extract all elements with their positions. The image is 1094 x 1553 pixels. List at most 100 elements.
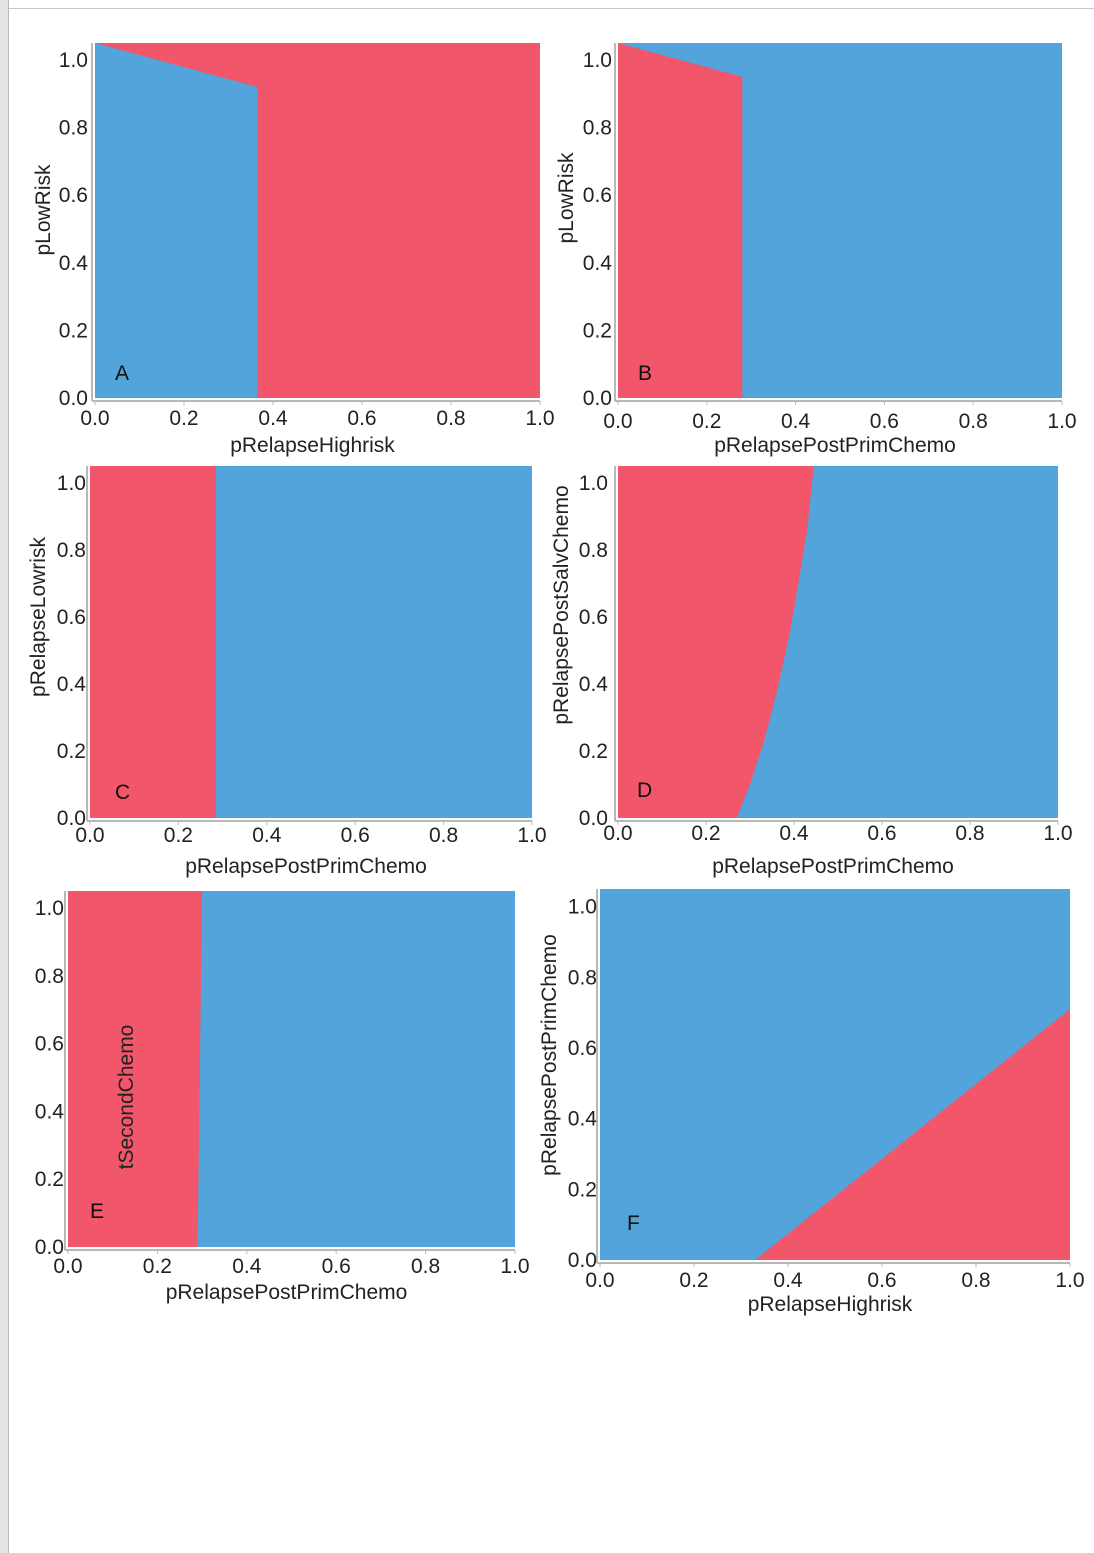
x-tick-label: 1.0 [1043, 822, 1072, 845]
y-tick-label: 0.6 [568, 1037, 597, 1060]
x-tick-label: 0.4 [779, 822, 809, 845]
y-axis-label: pLowRisk [555, 152, 578, 244]
y-tick-label: 0.4 [583, 252, 613, 275]
panel-letter: F [627, 1212, 640, 1235]
decision-region-red [618, 43, 743, 398]
y-tick-label: 1.0 [568, 896, 597, 919]
y-tick-label: 0.6 [57, 606, 86, 629]
window-left-border [0, 0, 9, 1553]
y-tick-label: 0.8 [35, 965, 64, 988]
y-tick-label: 0.0 [579, 807, 608, 830]
x-tick-label: 0.6 [322, 1255, 351, 1278]
x-tick-label: 0.4 [258, 407, 288, 430]
x-tick-label: 0.4 [232, 1255, 262, 1278]
x-tick-label: 0.0 [603, 822, 632, 845]
y-tick-label: 0.4 [35, 1100, 65, 1123]
y-tick-label: 1.0 [35, 897, 64, 920]
x-axis-label: pRelapsePostPrimChemo [185, 855, 427, 878]
x-tick-label: 0.2 [164, 824, 193, 847]
y-tick-label: 1.0 [57, 472, 86, 495]
y-tick-label: 1.0 [579, 472, 608, 495]
y-tick-label: 0.0 [583, 387, 612, 410]
x-tick-label: 0.2 [692, 410, 721, 433]
y-tick-label: 0.0 [568, 1249, 597, 1272]
y-axis-label: pRelapseLowrisk [27, 537, 50, 697]
decision-region-red [68, 891, 203, 1247]
x-tick-label: 0.0 [585, 1269, 614, 1292]
x-tick-label: 0.2 [691, 822, 720, 845]
x-axis-label: pRelapsePostPrimChemo [166, 1281, 408, 1304]
x-tick-label: 0.6 [341, 824, 370, 847]
panel-letter: E [90, 1200, 104, 1223]
y-axis-label: pLowRisk [32, 164, 55, 256]
x-tick-label: 1.0 [1047, 410, 1076, 433]
x-tick-label: 0.6 [870, 410, 899, 433]
x-tick-label: 0.4 [252, 824, 282, 847]
y-tick-label: 0.6 [579, 606, 608, 629]
y-tick-label: 0.6 [35, 1033, 64, 1056]
y-tick-label: 0.6 [583, 184, 612, 207]
x-axis-label: pRelapsePostPrimChemo [714, 434, 956, 457]
x-tick-label: 0.2 [679, 1269, 708, 1292]
x-tick-label: 0.0 [603, 410, 632, 433]
x-tick-label: 0.8 [959, 410, 988, 433]
x-tick-label: 1.0 [500, 1255, 529, 1278]
y-tick-label: 0.0 [35, 1236, 64, 1259]
x-tick-label: 0.4 [781, 410, 811, 433]
x-tick-label: 0.6 [347, 407, 376, 430]
panel-letter: B [638, 362, 652, 385]
y-tick-label: 1.0 [583, 49, 612, 72]
decision-region-red [755, 1009, 1070, 1260]
x-tick-label: 0.6 [867, 1269, 896, 1292]
panel-letter: D [637, 779, 652, 802]
y-tick-label: 0.8 [57, 539, 86, 562]
y-tick-label: 0.2 [59, 319, 88, 342]
decision-region-blue [95, 43, 258, 398]
x-tick-label: 0.6 [867, 822, 896, 845]
y-tick-label: 0.2 [579, 740, 608, 763]
y-axis-label: pRelapsePostSalvChemo [550, 485, 573, 724]
decision-region-red [618, 466, 814, 818]
y-tick-label: 0.2 [583, 319, 612, 342]
x-tick-label: 0.0 [75, 824, 104, 847]
y-tick-label: 0.2 [57, 740, 86, 763]
y-tick-label: 0.8 [568, 966, 597, 989]
panel-letter: C [115, 781, 130, 804]
y-tick-label: 1.0 [59, 49, 88, 72]
x-tick-label: 0.4 [773, 1269, 803, 1292]
y-tick-label: 0.0 [57, 807, 86, 830]
x-tick-label: 1.0 [517, 824, 546, 847]
x-tick-label: 0.8 [429, 824, 458, 847]
y-tick-label: 0.0 [59, 387, 88, 410]
y-axis-label: pRelapsePostPrimChemo [538, 934, 561, 1176]
y-axis-label: tSecondChemo [115, 1025, 138, 1170]
x-tick-label: 1.0 [1055, 1269, 1084, 1292]
x-tick-label: 0.8 [955, 822, 984, 845]
decision-region-red [90, 466, 216, 818]
y-tick-label: 0.6 [59, 184, 88, 207]
x-tick-label: 0.0 [53, 1255, 82, 1278]
x-tick-label: 0.8 [961, 1269, 990, 1292]
y-tick-label: 0.2 [35, 1168, 64, 1191]
y-tick-label: 0.8 [579, 539, 608, 562]
y-tick-label: 0.4 [59, 252, 89, 275]
x-axis-label: pRelapsePostPrimChemo [712, 855, 954, 878]
y-tick-label: 0.8 [59, 117, 88, 140]
x-tick-label: 0.8 [411, 1255, 440, 1278]
x-tick-label: 0.0 [80, 407, 109, 430]
panel-letter: A [115, 362, 129, 385]
x-tick-label: 0.2 [169, 407, 198, 430]
x-axis-label: pRelapseHighrisk [230, 434, 395, 457]
y-tick-label: 0.4 [568, 1108, 598, 1131]
window-top-border [0, 0, 1094, 9]
x-tick-label: 0.2 [143, 1255, 172, 1278]
y-tick-label: 0.4 [57, 673, 87, 696]
x-tick-label: 1.0 [525, 407, 554, 430]
y-tick-label: 0.2 [568, 1178, 597, 1201]
